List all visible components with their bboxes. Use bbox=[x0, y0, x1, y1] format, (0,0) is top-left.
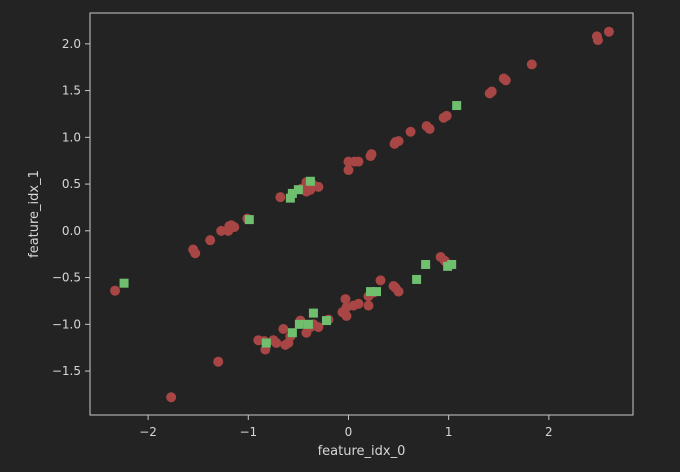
data-point-square bbox=[308, 308, 318, 318]
data-point-circle bbox=[341, 310, 352, 321]
data-point-circle bbox=[216, 225, 227, 236]
data-point-circle bbox=[500, 75, 511, 86]
data-point-circle bbox=[313, 322, 324, 333]
x-axis: −2 −1 0 1 2 bbox=[139, 415, 553, 439]
x-tick-label: −2 bbox=[139, 425, 157, 439]
x-tick-label: 1 bbox=[445, 425, 453, 439]
data-point-square bbox=[294, 319, 304, 329]
series-0 bbox=[110, 26, 614, 403]
x-tick-label: 2 bbox=[545, 425, 553, 439]
y-tick-label: 1.0 bbox=[62, 130, 81, 144]
data-point-circle bbox=[278, 323, 289, 334]
x-tick-label: −1 bbox=[239, 425, 257, 439]
x-axis-label: feature_idx_0 bbox=[318, 444, 406, 459]
plot-area bbox=[89, 12, 634, 416]
data-point-circle bbox=[166, 392, 177, 403]
y-tick-label: 2.0 bbox=[62, 37, 81, 51]
data-point-circle bbox=[592, 35, 603, 46]
data-point-circle bbox=[110, 285, 121, 296]
data-point-square bbox=[285, 193, 295, 203]
data-point-square bbox=[244, 215, 254, 225]
data-point-square bbox=[452, 101, 462, 111]
data-point-circle bbox=[343, 165, 354, 176]
data-point-circle bbox=[603, 26, 614, 37]
data-point-circle bbox=[313, 181, 324, 192]
data-point-square bbox=[303, 319, 313, 329]
data-point-circle bbox=[486, 86, 497, 97]
data-point-circle bbox=[438, 112, 449, 123]
data-point-square bbox=[287, 328, 297, 338]
data-point-circle bbox=[390, 137, 401, 148]
data-point-circle bbox=[405, 126, 416, 137]
data-point-circle bbox=[213, 356, 224, 367]
data-point-square bbox=[119, 278, 129, 288]
data-point-circle bbox=[363, 300, 374, 311]
y-tick-label: 0.5 bbox=[62, 177, 81, 191]
data-point-square bbox=[421, 259, 431, 269]
data-point-circle bbox=[205, 235, 216, 246]
data-point-square bbox=[321, 316, 331, 326]
data-point-square bbox=[261, 338, 271, 348]
y-axis-label: feature_idx_1 bbox=[27, 170, 42, 258]
data-point-circle bbox=[366, 149, 377, 160]
data-point-circle bbox=[275, 192, 286, 203]
data-point-circle bbox=[353, 156, 364, 167]
x-tick-label: 0 bbox=[345, 425, 353, 439]
data-point-circle bbox=[223, 225, 234, 236]
data-point-square bbox=[412, 274, 422, 284]
data-point-circle bbox=[305, 184, 316, 195]
data-point-square bbox=[447, 259, 457, 269]
y-tick-label: 1.5 bbox=[62, 84, 81, 98]
data-points bbox=[110, 26, 614, 403]
data-point-circle bbox=[253, 335, 264, 346]
y-tick-label: −1.5 bbox=[52, 364, 81, 378]
data-point-circle bbox=[271, 338, 282, 349]
data-point-circle bbox=[340, 294, 351, 305]
data-point-square bbox=[372, 287, 382, 297]
data-point-square bbox=[305, 176, 315, 186]
data-point-circle bbox=[424, 123, 435, 134]
data-point-circle bbox=[526, 59, 537, 70]
data-point-circle bbox=[301, 327, 312, 338]
data-point-circle bbox=[375, 275, 386, 286]
y-tick-label: −0.5 bbox=[52, 271, 81, 285]
data-point-circle bbox=[190, 248, 201, 259]
data-point-square bbox=[293, 185, 303, 195]
y-tick-label: 0.0 bbox=[62, 224, 81, 238]
data-point-square bbox=[287, 188, 297, 198]
series-1 bbox=[119, 101, 462, 348]
y-axis: −1.5 −1.0 −0.5 0.0 0.5 1.0 1.5 2.0 bbox=[52, 37, 90, 378]
data-point-circle bbox=[280, 339, 291, 350]
data-point-circle bbox=[393, 286, 404, 297]
y-tick-label: −1.0 bbox=[52, 317, 81, 331]
data-point-square bbox=[366, 287, 376, 297]
